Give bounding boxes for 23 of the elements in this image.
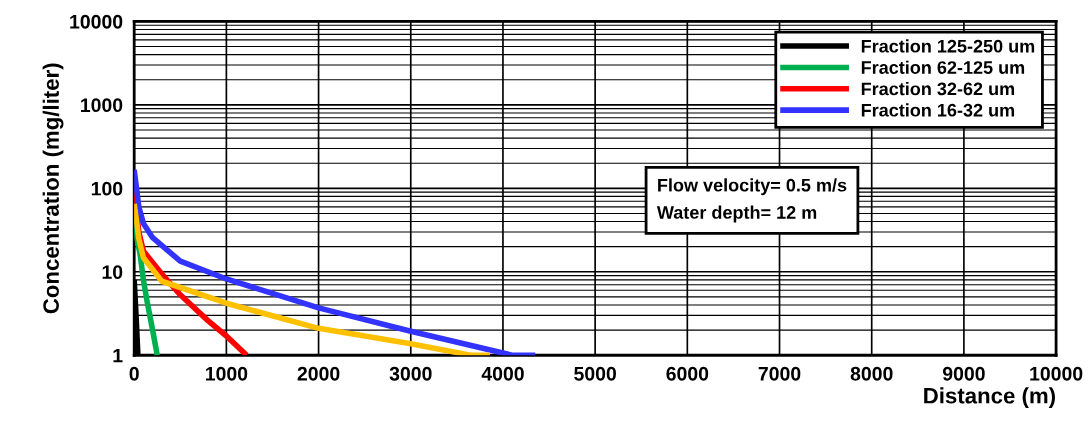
y-tick-label: 10 [102,265,123,280]
legend-label: Fraction 32-62 um [861,82,1015,96]
x-tick-label: 9000 [942,366,985,381]
y-axis-title: Concentration (mg/liter) [42,63,64,314]
x-tick-label: 7000 [758,366,801,381]
x-axis-title: Distance (m) [924,387,1055,408]
legend-label: Fraction 16-32 um [861,103,1015,117]
legend-label: Fraction 62-125 um [861,60,1025,74]
x-tick-label: 6000 [666,366,709,381]
x-tick-label: 8000 [850,366,893,381]
annotation: Flow velocity= 0.5 m/s Water depth= 12 m [656,178,847,223]
y-tick-label: 100 [91,181,123,196]
x-tick-label: 5000 [574,366,616,381]
y-tick-label: 10000 [70,14,123,29]
x-tick-label: 2000 [297,366,340,381]
y-tick-label: 1000 [81,98,123,113]
x-tick-label: 4000 [481,366,524,381]
x-tick-label: 0 [129,366,139,381]
y-tick-label: 1 [113,348,123,363]
legend-label: Fraction 125-250 um [861,39,1035,53]
x-tick-label: 3000 [389,366,432,381]
x-tick-label: 10000 [1030,366,1083,381]
x-tick-label: 1000 [205,366,248,381]
